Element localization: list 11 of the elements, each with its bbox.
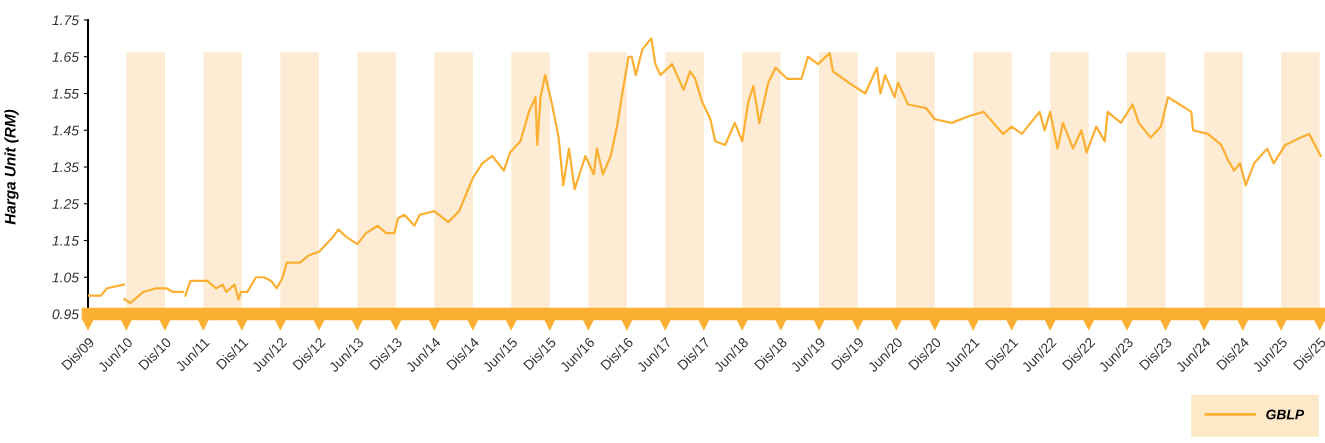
y-tick-label: 1.75 [52, 15, 80, 26]
y-tick-label: 1.65 [52, 52, 80, 62]
y-tick-label: 1.35 [52, 162, 80, 173]
legend-label: GBLP [1266, 409, 1305, 420]
y-tick-label: 0.95 [52, 309, 80, 320]
y-tick-label: 1.25 [52, 199, 80, 209]
y-tick-label: 1.55 [52, 88, 80, 99]
y-tick-label: 1.05 [52, 272, 80, 283]
y-axis-title: Harga Unit (RM) [4, 109, 19, 225]
y-tick-label: 1.45 [52, 125, 80, 136]
y-tick-label: 1.15 [52, 235, 80, 246]
